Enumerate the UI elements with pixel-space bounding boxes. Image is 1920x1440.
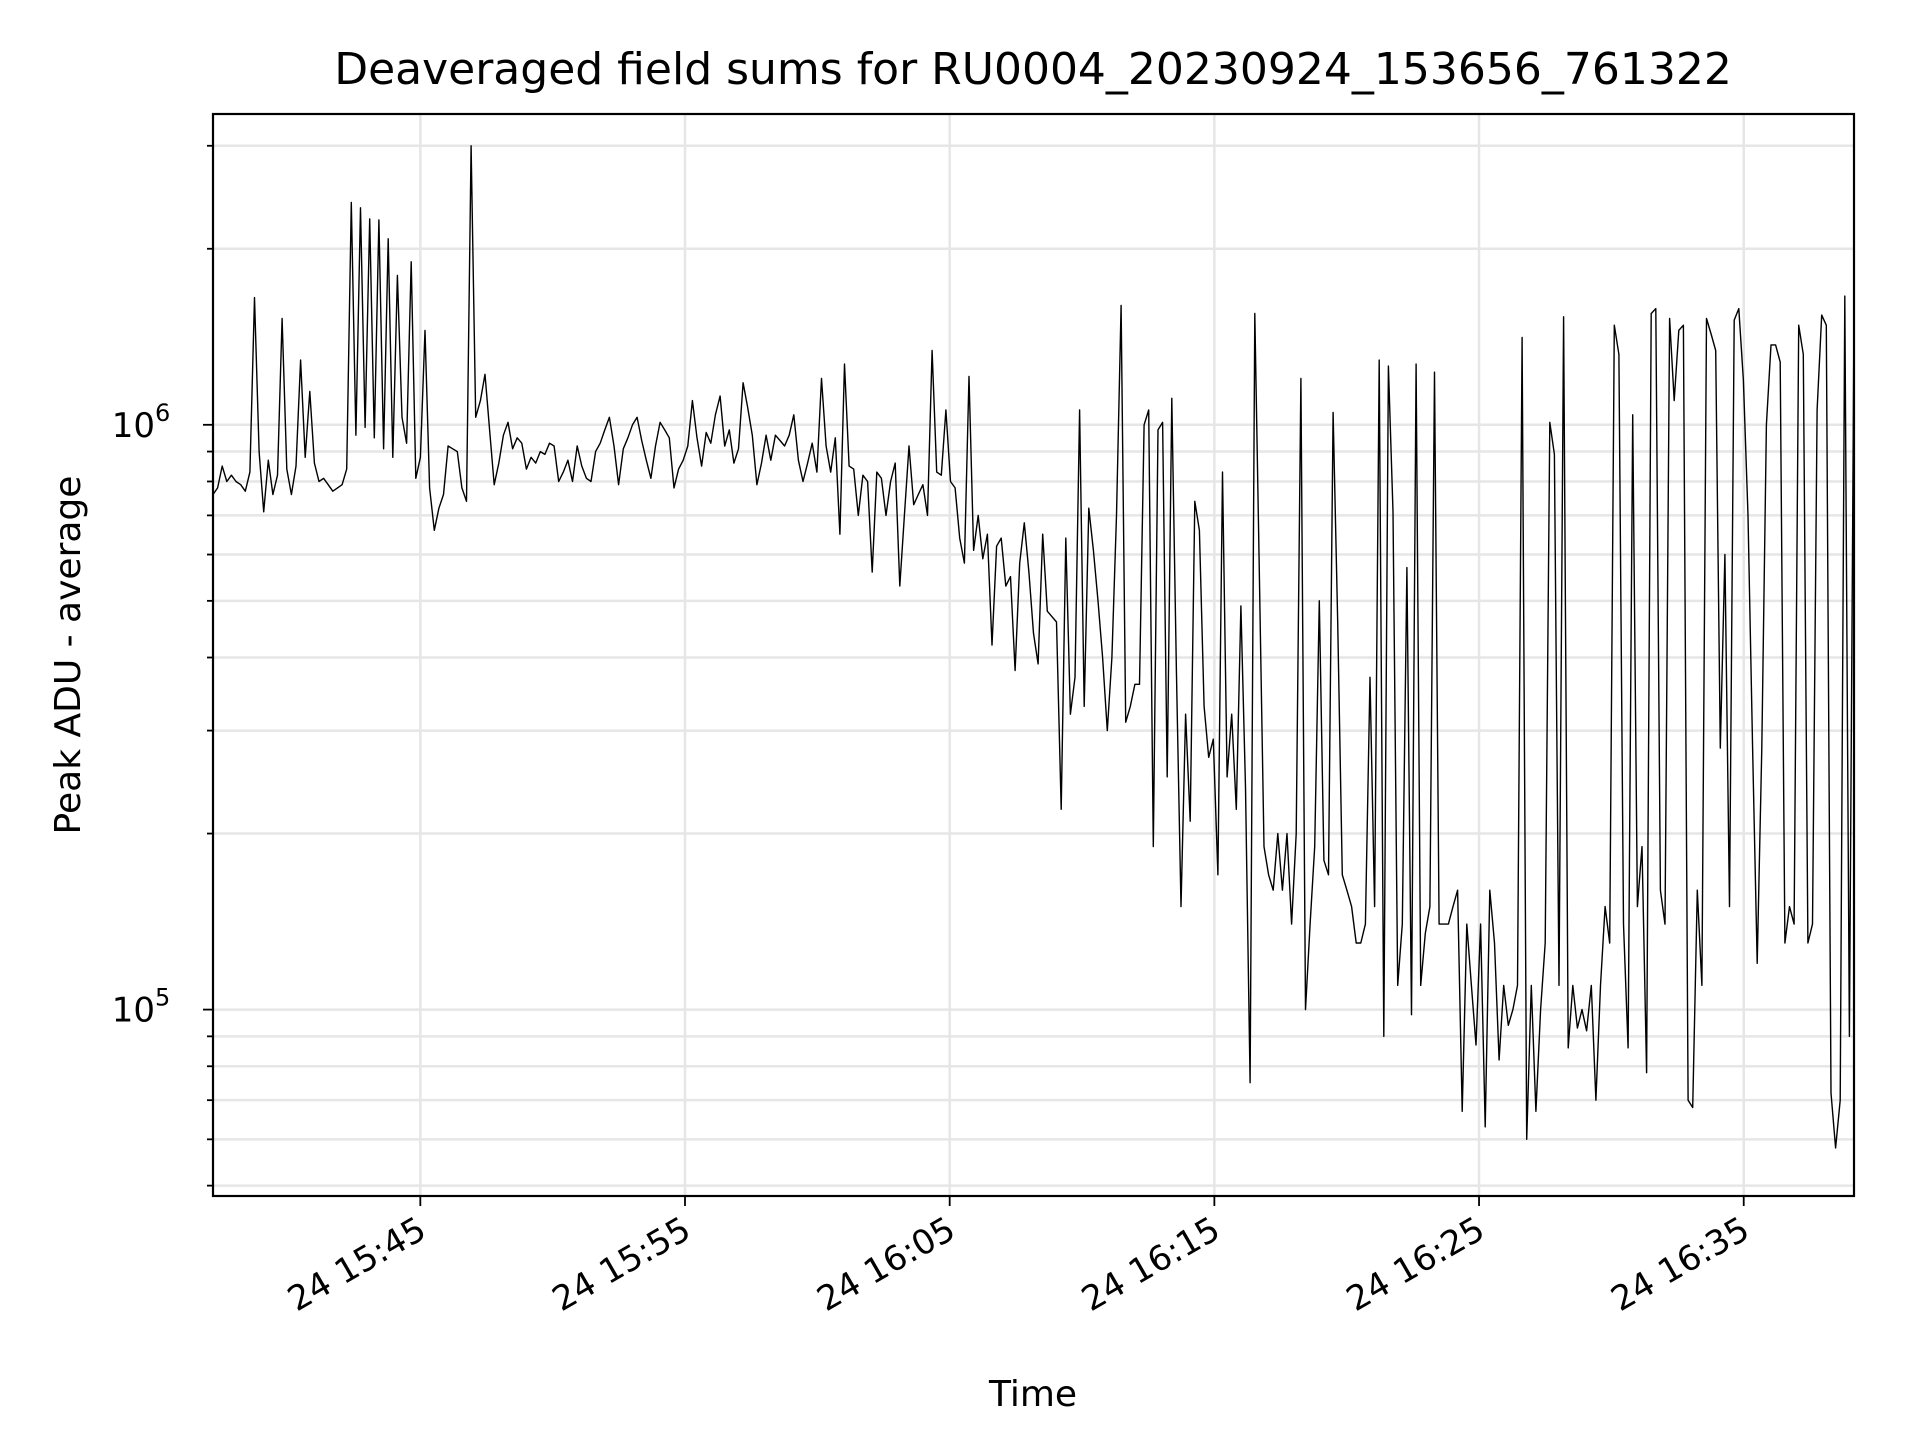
series-line-group — [212, 145, 1855, 1149]
y-tick-label: 106 — [112, 399, 171, 446]
chart-title: Deaveraged field sums for RU0004_2023092… — [334, 44, 1732, 95]
x-axis-label: Time — [988, 1374, 1077, 1415]
series-line — [212, 145, 1855, 1149]
y-axis: 105 106 — [112, 144, 213, 1187]
y-tick-label: 105 — [112, 984, 171, 1031]
plot-frame — [211, 112, 1856, 1198]
y-axis-label: Peak ADU - average — [48, 476, 89, 835]
grid — [213, 114, 1854, 1196]
